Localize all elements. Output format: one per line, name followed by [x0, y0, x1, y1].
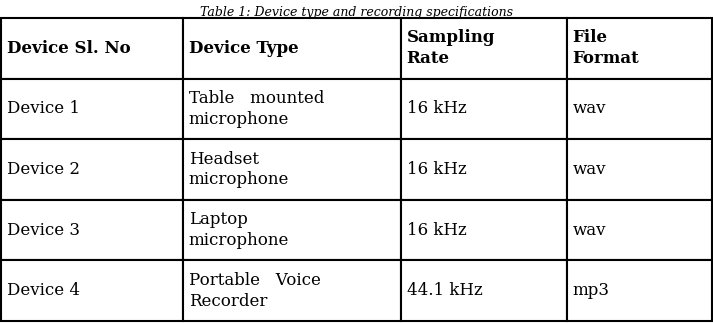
Text: 16 kHz: 16 kHz — [406, 100, 466, 117]
Text: wav: wav — [573, 161, 606, 178]
Bar — [401, 260, 567, 321]
Text: Laptop
microphone: Laptop microphone — [189, 211, 289, 249]
Bar — [401, 200, 567, 260]
Text: Device 1: Device 1 — [7, 100, 80, 117]
Text: Headset
microphone: Headset microphone — [189, 151, 289, 188]
Text: Device 3: Device 3 — [7, 222, 80, 239]
Bar — [401, 18, 567, 78]
Text: Portable   Voice
Recorder: Portable Voice Recorder — [189, 272, 321, 310]
Bar — [1, 139, 183, 200]
Text: 16 kHz: 16 kHz — [406, 161, 466, 178]
Bar — [183, 260, 401, 321]
Text: wav: wav — [573, 100, 606, 117]
Text: wav: wav — [573, 222, 606, 239]
Text: Table   mounted
microphone: Table mounted microphone — [189, 90, 324, 128]
Bar — [567, 260, 712, 321]
Text: 16 kHz: 16 kHz — [406, 222, 466, 239]
Bar — [183, 78, 401, 139]
Bar — [1, 18, 183, 78]
Text: Device Sl. No: Device Sl. No — [7, 40, 130, 57]
Text: Device 2: Device 2 — [7, 161, 80, 178]
Text: mp3: mp3 — [573, 282, 610, 299]
Bar — [183, 139, 401, 200]
Text: File
Format: File Format — [573, 29, 640, 67]
Text: 44.1 kHz: 44.1 kHz — [406, 282, 483, 299]
Bar — [183, 18, 401, 78]
Text: Device 4: Device 4 — [7, 282, 80, 299]
Bar — [567, 200, 712, 260]
Text: Device Type: Device Type — [189, 40, 298, 57]
Bar — [183, 200, 401, 260]
Bar — [401, 78, 567, 139]
Bar — [567, 78, 712, 139]
Bar — [1, 200, 183, 260]
Bar — [1, 260, 183, 321]
Bar — [401, 139, 567, 200]
Text: Table 1: Device type and recording specifications: Table 1: Device type and recording speci… — [200, 6, 513, 19]
Bar — [1, 78, 183, 139]
Text: Sampling
Rate: Sampling Rate — [406, 29, 495, 67]
Bar — [567, 139, 712, 200]
Bar — [567, 18, 712, 78]
